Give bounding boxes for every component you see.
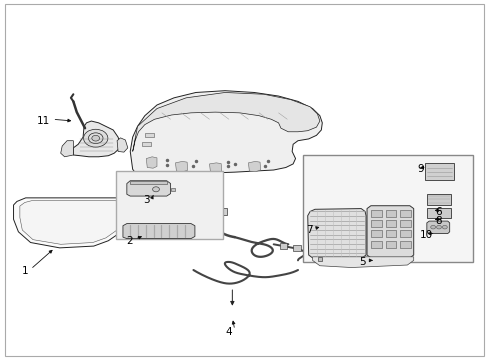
Polygon shape (307, 208, 366, 258)
Circle shape (83, 129, 108, 147)
Bar (370, 230, 381, 237)
Polygon shape (209, 163, 221, 173)
Polygon shape (312, 257, 413, 267)
Bar (399, 210, 410, 217)
Bar (144, 133, 153, 137)
Polygon shape (122, 224, 195, 239)
Text: 8: 8 (434, 216, 441, 226)
Bar (426, 207, 450, 217)
Polygon shape (426, 221, 449, 234)
Circle shape (430, 225, 435, 229)
Polygon shape (366, 206, 413, 258)
Bar (426, 194, 450, 205)
Bar (116, 171, 222, 239)
Polygon shape (61, 141, 73, 157)
Bar (370, 241, 381, 248)
Polygon shape (132, 93, 319, 152)
Polygon shape (162, 182, 192, 199)
Polygon shape (73, 121, 120, 157)
Polygon shape (146, 157, 157, 168)
Circle shape (92, 135, 100, 141)
Text: 10: 10 (419, 230, 432, 240)
Text: 9: 9 (417, 164, 424, 174)
Polygon shape (175, 161, 187, 172)
Bar (302, 155, 472, 262)
Circle shape (442, 225, 447, 229)
Polygon shape (126, 181, 170, 196)
Bar (399, 220, 410, 227)
Polygon shape (130, 181, 166, 184)
Bar (142, 142, 151, 146)
Polygon shape (20, 201, 126, 244)
Bar (385, 230, 395, 237)
Text: 4: 4 (225, 327, 232, 337)
Bar (370, 210, 381, 217)
Polygon shape (292, 245, 300, 251)
Circle shape (88, 133, 103, 144)
Polygon shape (187, 207, 197, 214)
Text: 2: 2 (126, 236, 132, 246)
Text: 6: 6 (434, 207, 441, 217)
Bar (385, 210, 395, 217)
Bar (399, 241, 410, 248)
Polygon shape (205, 206, 215, 213)
Polygon shape (117, 138, 127, 152)
Polygon shape (217, 208, 227, 215)
Polygon shape (248, 161, 260, 172)
Text: 5: 5 (359, 257, 366, 267)
Bar (399, 230, 410, 237)
Bar (385, 241, 395, 248)
Bar (370, 220, 381, 227)
Polygon shape (14, 198, 131, 248)
Circle shape (152, 187, 159, 192)
Bar (385, 220, 395, 227)
Bar (425, 163, 453, 180)
Text: 7: 7 (305, 225, 312, 235)
Text: 11: 11 (37, 116, 50, 126)
Polygon shape (170, 188, 175, 192)
Text: 1: 1 (21, 266, 28, 276)
Polygon shape (130, 91, 322, 177)
Text: 3: 3 (143, 195, 149, 204)
Polygon shape (279, 243, 287, 249)
Circle shape (436, 225, 441, 229)
